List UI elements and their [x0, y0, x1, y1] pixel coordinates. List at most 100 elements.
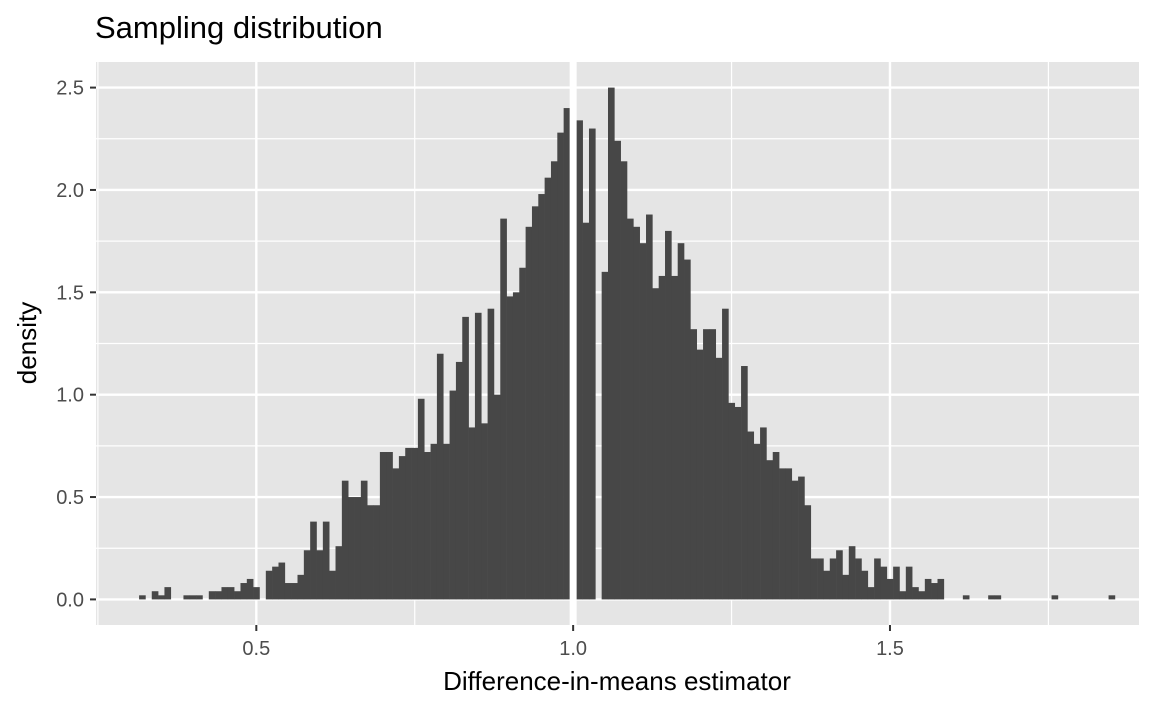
- histogram-bar: [880, 566, 888, 600]
- histogram-bar: [791, 480, 799, 600]
- histogram-bar: [722, 308, 729, 600]
- histogram-bar: [455, 361, 463, 600]
- histogram-bar: [937, 578, 945, 600]
- histogram-bar: [430, 443, 438, 600]
- histogram-bar: [354, 497, 362, 600]
- histogram-bar: [709, 329, 717, 600]
- histogram-bar: [500, 218, 507, 600]
- histogram-bar: [253, 587, 260, 600]
- histogram-bar: [753, 443, 761, 600]
- histogram-bar: [696, 349, 704, 600]
- histogram-bar: [493, 394, 501, 600]
- y-tick-label: 0.0: [56, 589, 84, 611]
- histogram-bar: [874, 558, 881, 600]
- histogram-bar: [392, 468, 400, 600]
- histogram-bar: [164, 587, 172, 600]
- histogram-bar: [373, 505, 381, 600]
- histogram-bar: [341, 480, 349, 600]
- histogram-bar: [962, 595, 970, 600]
- histogram-bar: [988, 595, 995, 600]
- histogram-bar: [639, 243, 647, 600]
- histogram-bar: [531, 206, 539, 600]
- histogram-bar: [690, 329, 698, 600]
- histogram-bar: [994, 595, 1002, 600]
- histogram-bar: [614, 140, 621, 600]
- histogram-bar: [1108, 595, 1116, 600]
- histogram-bar: [303, 550, 311, 600]
- histogram-bar: [246, 578, 254, 600]
- histogram-bar: [158, 595, 165, 600]
- histogram-bar: [760, 427, 767, 600]
- histogram-bar: [867, 587, 875, 600]
- histogram-bar: [234, 591, 241, 600]
- y-tick-label: 1.0: [56, 385, 84, 407]
- histogram-bar: [208, 591, 216, 600]
- x-tick-label: 0.5: [242, 638, 270, 660]
- histogram-bar: [272, 566, 279, 600]
- histogram-bar: [424, 452, 431, 600]
- y-tick-label: 0.5: [56, 487, 84, 509]
- histogram-bar: [297, 574, 305, 600]
- x-tick-label: 1.5: [876, 638, 904, 660]
- histogram-bar: [462, 316, 469, 600]
- histogram-bar: [766, 460, 774, 600]
- histogram-bar: [588, 128, 596, 600]
- histogram-bar: [684, 259, 691, 600]
- histogram-bar: [627, 218, 634, 600]
- y-axis-title: density: [12, 302, 42, 384]
- x-tick-label: 1.0: [559, 638, 587, 660]
- histogram-bar: [481, 423, 488, 600]
- histogram-bar: [671, 275, 678, 600]
- histogram-bar: [348, 497, 355, 600]
- histogram-bar: [931, 583, 938, 600]
- histogram-bar: [512, 292, 520, 600]
- histogram-bar: [785, 468, 793, 600]
- histogram-bar: [398, 456, 406, 600]
- histogram-bar: [848, 546, 856, 600]
- histogram-bar: [823, 570, 831, 600]
- bars: [139, 87, 1116, 600]
- histogram-bar: [443, 443, 450, 600]
- histogram-bar: [772, 452, 780, 600]
- histogram-bar: [265, 570, 273, 600]
- histogram-bar: [139, 595, 146, 600]
- histogram-bar: [734, 406, 742, 600]
- histogram-bar: [665, 230, 672, 600]
- histogram-bar: [227, 587, 235, 600]
- histogram-bar: [506, 296, 514, 600]
- histogram-bar: [411, 447, 419, 600]
- histogram-bar: [550, 161, 558, 600]
- histogram-bar: [658, 275, 666, 600]
- histogram-bar: [620, 161, 628, 600]
- y-tick-label: 2.5: [56, 78, 84, 100]
- histogram-bar: [747, 431, 755, 600]
- histogram-bar: [810, 558, 818, 600]
- histogram-bar: [519, 267, 526, 600]
- histogram-bar: [677, 243, 685, 600]
- histogram-bar: [386, 452, 393, 600]
- histogram-bar: [905, 566, 913, 600]
- histogram-bar: [652, 288, 659, 600]
- histogram-bar: [741, 366, 748, 600]
- histogram-bar: [360, 480, 368, 600]
- x-axis-title: Difference-in-means estimator: [443, 666, 791, 696]
- histogram-bar: [924, 578, 932, 600]
- histogram-bar: [278, 562, 286, 600]
- histogram-bar: [221, 587, 229, 600]
- histogram-bar: [474, 312, 482, 600]
- histogram-bar: [449, 390, 457, 600]
- histogram-bar: [189, 595, 197, 600]
- histogram-bar: [240, 583, 248, 600]
- histogram-bar: [829, 558, 837, 600]
- histogram-bar: [183, 595, 191, 600]
- histogram-bar: [886, 578, 894, 600]
- histogram-bar: [582, 222, 590, 600]
- histogram-bar: [703, 329, 710, 600]
- histogram-bar: [601, 271, 609, 600]
- histogram-bar: [563, 108, 571, 600]
- histogram-bar: [646, 214, 653, 600]
- histogram-bar: [367, 505, 374, 600]
- histogram-bar: [215, 591, 222, 600]
- histogram-bar: [151, 591, 159, 600]
